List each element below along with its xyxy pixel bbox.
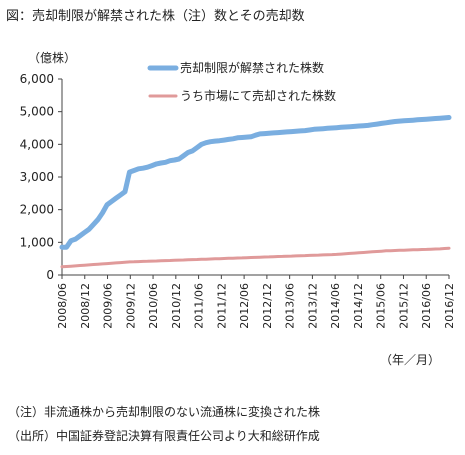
legend-label: 売却制限が解禁された株数 xyxy=(180,60,324,75)
y-axis-label: （億株） xyxy=(28,50,76,65)
series-line-1 xyxy=(59,115,452,250)
x-tick-label: 2014/06 xyxy=(329,283,342,329)
y-tick-label: 3,000 xyxy=(20,170,54,184)
y-tick-label: 4,000 xyxy=(20,137,54,151)
x-tick-label: 2009/06 xyxy=(102,283,115,329)
x-tick-label: 2013/12 xyxy=(306,283,319,329)
series-lines xyxy=(59,115,452,269)
y-tick-label: 1,000 xyxy=(20,235,54,249)
y-tick-label: 5,000 xyxy=(20,105,54,119)
x-axis-label: （年／月） xyxy=(380,353,440,367)
x-tick-label: 2014/12 xyxy=(352,283,365,329)
x-tick-label: 2008/12 xyxy=(79,283,92,329)
x-tick-label: 2009/12 xyxy=(124,283,137,329)
y-tick-label: 0 xyxy=(46,268,54,282)
x-tick-label: 2012/06 xyxy=(238,283,251,329)
y-tick-label: 2,000 xyxy=(20,203,54,217)
legend-label: うち市場にて売却された株数 xyxy=(180,88,336,103)
y-ticks: 0 1,000 2,000 3,000 4,000 5,000 6,000 xyxy=(20,72,62,282)
x-tick-label: 2012/12 xyxy=(261,283,274,329)
x-tick-label: 2011/12 xyxy=(215,283,228,329)
y-tick-label: 6,000 xyxy=(20,72,54,86)
x-tick-label: 2010/06 xyxy=(147,283,160,329)
x-tick-label: 2008/06 xyxy=(56,283,69,329)
series-line-2 xyxy=(60,246,451,269)
x-tick-label: 2013/06 xyxy=(284,283,297,329)
line-chart: （億株） 0 1,000 2,000 3,000 4,000 5,000 6,000 200… xyxy=(20,50,456,367)
x-tick-label: 2010/12 xyxy=(170,283,183,329)
x-tick-label: 2011/06 xyxy=(193,283,206,329)
x-tick-label: 2015/06 xyxy=(375,283,388,329)
figure-title: 図：売却制限が解禁された株（注）数とその売却数 xyxy=(6,9,305,24)
chart-source: （出所）中国証券登記決算有限責任公司より大和総研作成 xyxy=(8,429,320,443)
x-tick-label: 2016/06 xyxy=(420,283,433,329)
chart-footnote: （注）非流通株から売却制限のない流通株に変換された株 xyxy=(8,405,321,419)
x-ticks: 2008/06 2008/12 2009/06 2009/12 2010/06 2010/… xyxy=(56,275,456,329)
x-tick-label: 2015/12 xyxy=(397,283,410,329)
x-tick-label: 2016/12 xyxy=(443,283,456,329)
